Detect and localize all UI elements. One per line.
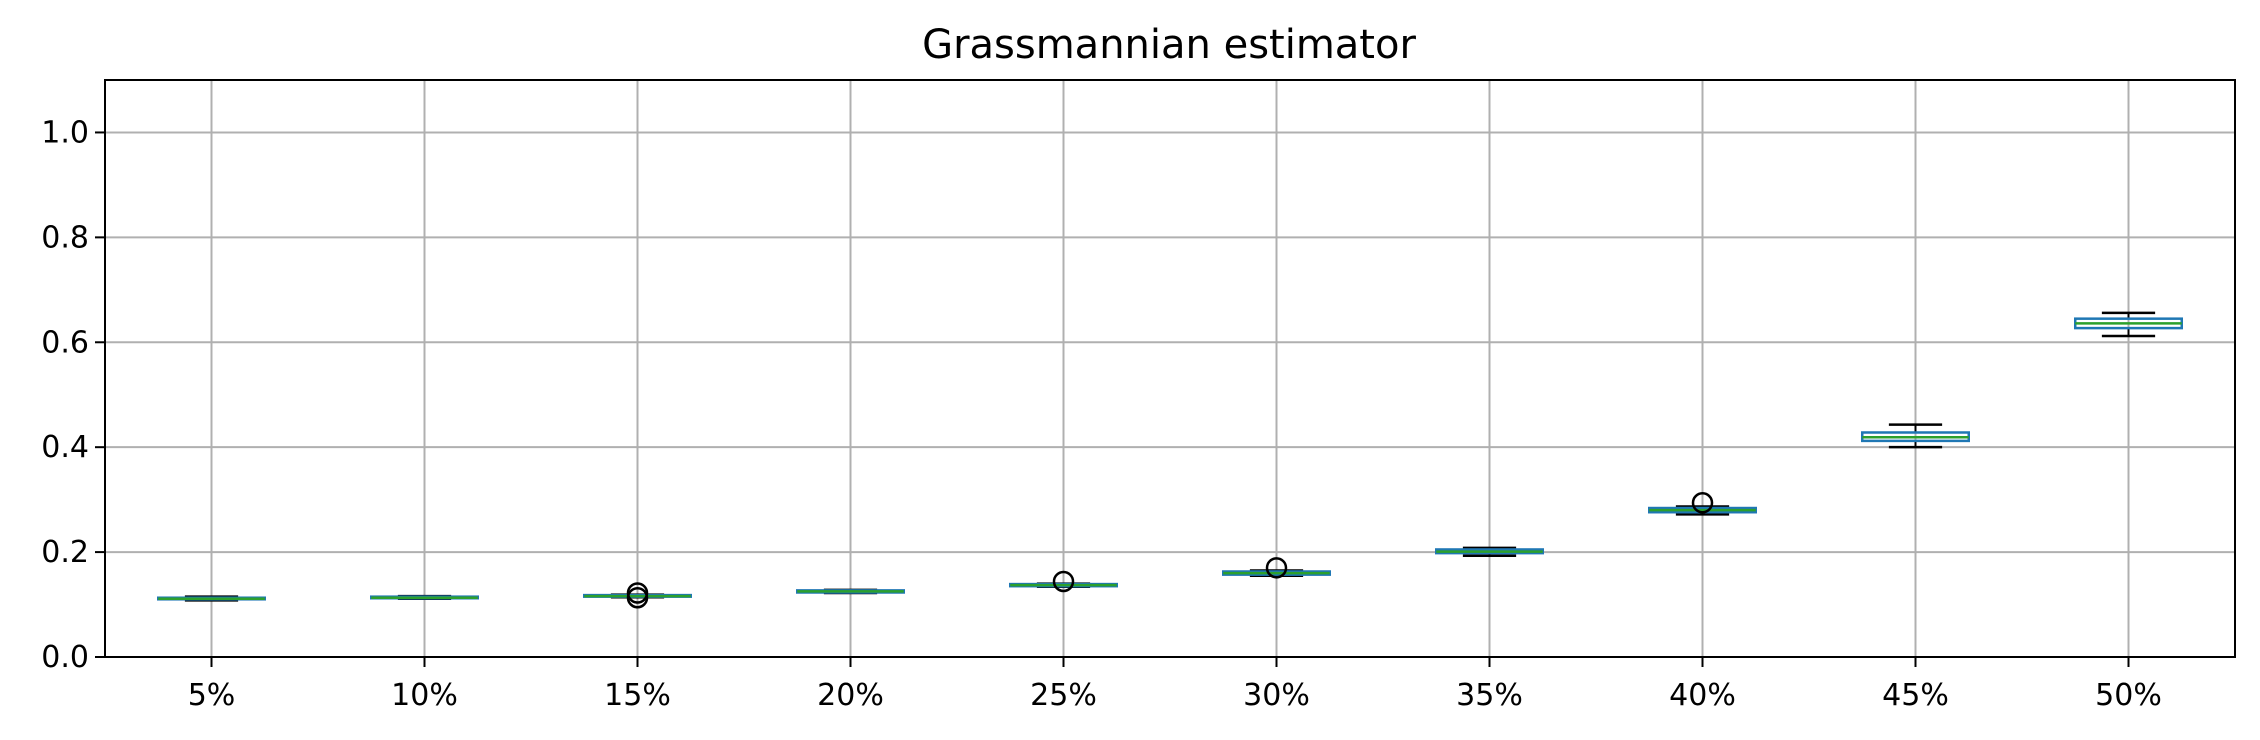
x-tick-label: 30% [1243,678,1310,713]
box-50% [2074,311,2183,338]
x-tick-label: 50% [2095,678,2162,713]
x-tick-label: 5% [188,678,236,713]
grid-lines [105,80,2235,658]
y-tick-label: 0.4 [41,430,89,465]
box-15% [583,582,692,609]
y-tick-label: 0.0 [41,640,89,675]
box-series [157,311,2183,609]
y-tick-label: 1.0 [41,115,89,150]
x-tick-label: 45% [1882,678,1949,713]
box-25% [1009,570,1118,593]
x-axis-ticks: 5% 10% 15% 20% 25% 30% 35% 40% 45% 50% [188,657,2162,713]
y-axis-ticks: 0.0 0.2 0.4 0.6 0.8 1.0 [41,115,105,675]
box-20% [796,588,905,595]
box-10% [370,594,479,601]
box-35% [1435,546,1544,558]
x-tick-label: 25% [1030,678,1097,713]
x-tick-label: 40% [1669,678,1736,713]
box-5% [157,595,266,602]
y-tick-label: 0.8 [41,220,89,255]
flier-point [1052,570,1075,593]
flier-point [1265,557,1288,579]
y-tick-label: 0.6 [41,325,89,360]
chart-title: Grassmannian estimator [922,22,1416,68]
plot-frame [104,79,2236,658]
box-40% [1648,492,1757,516]
flier-point [626,582,649,604]
x-tick-label: 15% [604,678,671,713]
box-30% [1222,557,1331,579]
x-tick-label: 10% [391,678,458,713]
flier-point [1691,492,1714,514]
box-45% [1861,423,1970,449]
x-tick-label: 35% [1456,678,1523,713]
x-tick-label: 20% [817,678,884,713]
y-tick-label: 0.2 [41,535,89,570]
